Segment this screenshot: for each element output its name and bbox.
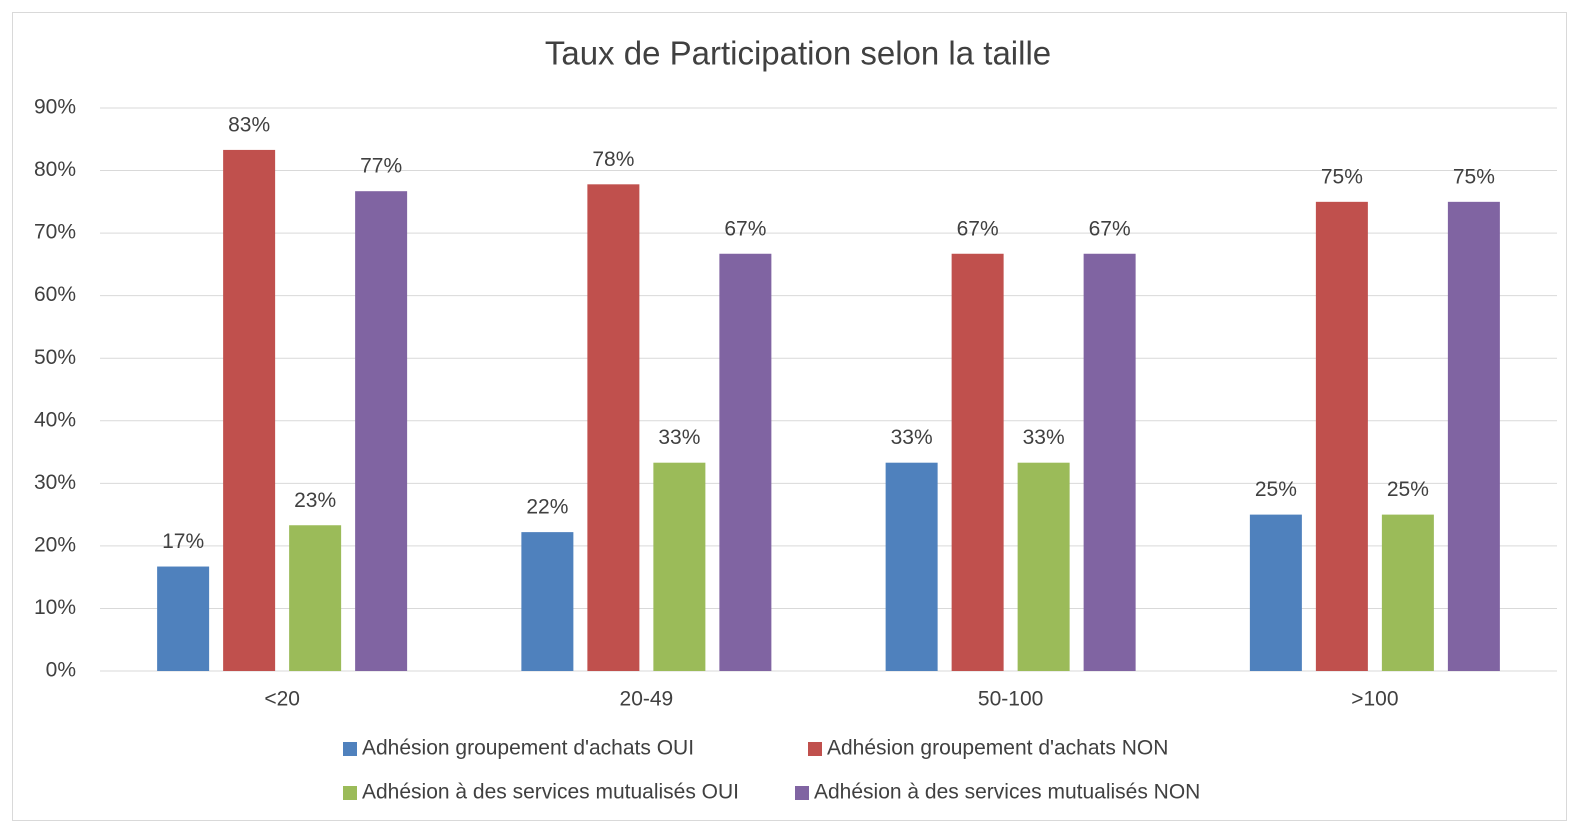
bar: [951, 253, 1004, 671]
data-label: 33%: [1023, 426, 1065, 449]
data-label: 67%: [1089, 217, 1131, 240]
bar: [885, 462, 938, 671]
data-label: 78%: [592, 148, 634, 171]
data-label: 25%: [1255, 478, 1297, 501]
data-label: 75%: [1321, 165, 1363, 188]
bar: [289, 525, 342, 671]
data-label: 75%: [1453, 165, 1495, 188]
y-tick-label: 90%: [34, 96, 76, 119]
y-tick-label: 70%: [34, 221, 76, 244]
bar: [355, 191, 408, 671]
legend-label: Adhésion à des services mutualisés OUI: [362, 781, 739, 804]
bar: [1249, 514, 1302, 671]
legend-swatch: [343, 742, 357, 756]
x-tick-label: >100: [1351, 688, 1398, 711]
y-tick-label: 0%: [46, 659, 76, 682]
data-label: 67%: [724, 217, 766, 240]
legend-label: Adhésion à des services mutualisés NON: [814, 781, 1200, 804]
bar: [587, 184, 640, 671]
data-label: 22%: [526, 496, 568, 519]
legend-swatch: [343, 786, 357, 800]
data-label: 25%: [1387, 478, 1429, 501]
data-label: 33%: [891, 426, 933, 449]
y-tick-label: 20%: [34, 533, 76, 556]
bar: [223, 149, 276, 671]
bar: [719, 253, 772, 671]
bar: [1083, 253, 1136, 671]
y-tick-label: 80%: [34, 158, 76, 181]
y-tick-label: 10%: [34, 596, 76, 619]
data-label: 83%: [228, 113, 270, 136]
x-tick-label: 20-49: [620, 688, 674, 711]
y-tick-label: 30%: [34, 471, 76, 494]
bar: [521, 532, 574, 671]
legend-swatch: [808, 742, 822, 756]
bar: [157, 566, 210, 671]
y-tick-label: 40%: [34, 408, 76, 431]
bar: [653, 462, 706, 671]
bar: [1381, 514, 1434, 671]
legend-label: Adhésion groupement d'achats OUI: [362, 737, 694, 760]
data-label: 23%: [294, 489, 336, 512]
y-tick-label: 60%: [34, 283, 76, 306]
bar: [1017, 462, 1070, 671]
chart-title: Taux de Participation selon la taille: [545, 35, 1051, 72]
x-tick-label: 50-100: [978, 688, 1043, 711]
data-label: 17%: [162, 530, 204, 553]
data-label: 67%: [957, 217, 999, 240]
data-label: 33%: [658, 426, 700, 449]
legend-swatch: [795, 786, 809, 800]
legend-label: Adhésion groupement d'achats NON: [827, 737, 1168, 760]
bar: [1447, 201, 1500, 672]
data-label: 77%: [360, 155, 402, 178]
y-tick-label: 50%: [34, 346, 76, 369]
x-tick-label: <20: [264, 688, 300, 711]
bar: [1315, 201, 1368, 672]
